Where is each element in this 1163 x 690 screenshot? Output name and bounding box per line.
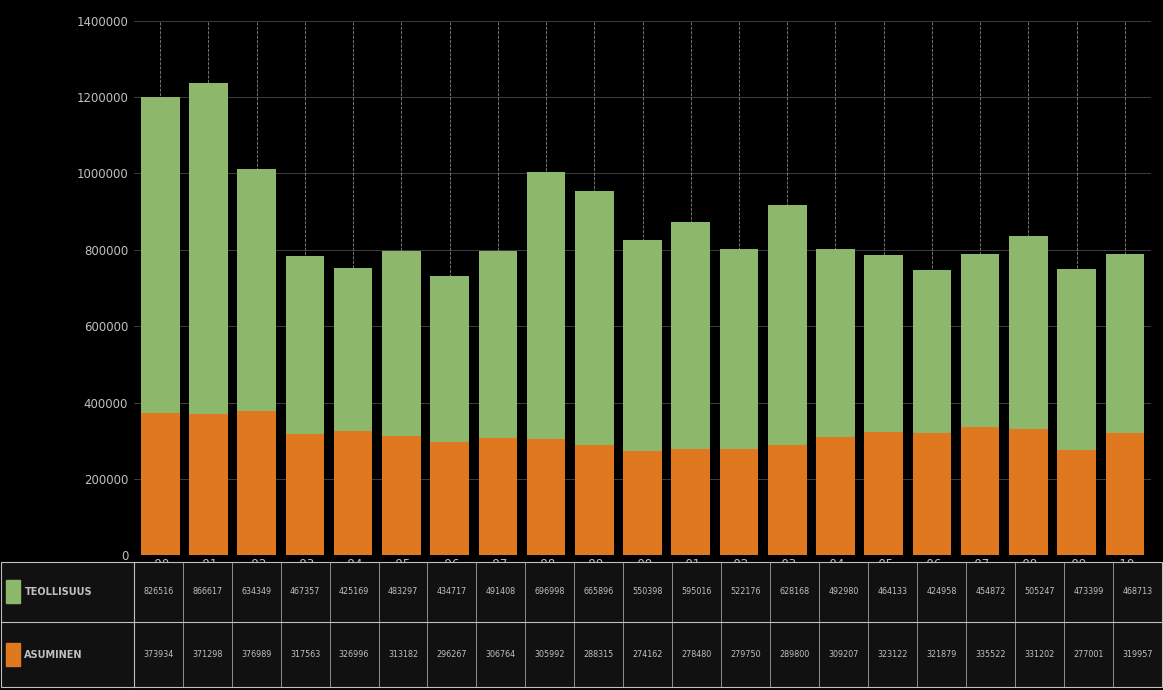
Text: 371298: 371298 — [192, 650, 222, 659]
Bar — [864, 432, 902, 555]
Text: ASUMINEN: ASUMINEN — [24, 649, 83, 660]
Text: 483297: 483297 — [387, 587, 419, 596]
Bar — [961, 427, 999, 555]
Text: 288315: 288315 — [584, 650, 614, 659]
Bar — [1057, 450, 1096, 555]
Text: 665896: 665896 — [584, 587, 614, 596]
Bar — [430, 276, 469, 442]
Text: 309207: 309207 — [828, 650, 858, 659]
Text: 467357: 467357 — [290, 587, 320, 596]
Bar — [1009, 236, 1048, 429]
Text: 279750: 279750 — [730, 650, 761, 659]
Bar — [671, 449, 711, 555]
Bar — [237, 169, 276, 411]
Text: 323122: 323122 — [877, 650, 908, 659]
Bar — [816, 249, 855, 437]
Text: 826516: 826516 — [143, 587, 173, 596]
Bar — [383, 251, 421, 436]
Bar — [527, 439, 565, 555]
Bar — [575, 445, 614, 555]
Text: 424958: 424958 — [927, 587, 957, 596]
Text: 313182: 313182 — [388, 650, 418, 659]
Bar — [575, 191, 614, 445]
Bar — [864, 255, 902, 432]
Bar — [383, 436, 421, 555]
Bar — [1106, 254, 1144, 433]
Text: TEOLLISUUS: TEOLLISUUS — [24, 586, 92, 597]
Bar — [1057, 269, 1096, 450]
Text: 634349: 634349 — [241, 587, 271, 596]
Bar — [623, 241, 662, 451]
Bar — [671, 221, 711, 449]
Text: 274162: 274162 — [633, 650, 663, 659]
Bar — [190, 83, 228, 413]
Text: 425169: 425169 — [338, 587, 369, 596]
Text: 326996: 326996 — [338, 650, 369, 659]
Bar — [720, 448, 758, 555]
Bar — [1009, 429, 1048, 555]
Text: 317563: 317563 — [290, 650, 320, 659]
Bar — [190, 413, 228, 555]
Text: 595016: 595016 — [682, 587, 712, 596]
Bar — [334, 268, 372, 431]
Bar — [720, 249, 758, 448]
Bar — [334, 431, 372, 555]
Text: 866617: 866617 — [192, 587, 222, 596]
Text: 331202: 331202 — [1025, 650, 1055, 659]
Bar — [479, 438, 518, 555]
Text: 277001: 277001 — [1073, 650, 1104, 659]
Bar — [141, 97, 179, 413]
Text: 335522: 335522 — [976, 650, 1006, 659]
Text: 696998: 696998 — [535, 587, 565, 596]
Bar — [768, 205, 806, 445]
Bar — [286, 255, 324, 434]
Bar — [623, 451, 662, 555]
Bar — [141, 413, 179, 555]
Text: 306764: 306764 — [486, 650, 516, 659]
Text: 522176: 522176 — [730, 587, 761, 596]
Bar — [6, 643, 20, 667]
Text: 296267: 296267 — [437, 650, 468, 659]
Text: 454872: 454872 — [976, 587, 1006, 596]
Text: 505247: 505247 — [1025, 587, 1055, 596]
Text: 305992: 305992 — [535, 650, 565, 659]
Text: 628168: 628168 — [779, 587, 809, 596]
Text: 376989: 376989 — [241, 650, 271, 659]
Bar — [286, 434, 324, 555]
Bar — [816, 437, 855, 555]
Bar — [768, 445, 806, 555]
Text: 319957: 319957 — [1122, 650, 1153, 659]
Text: 491408: 491408 — [486, 587, 516, 596]
Bar — [430, 442, 469, 555]
Bar — [237, 411, 276, 555]
Bar — [527, 172, 565, 439]
Bar — [913, 270, 951, 433]
Bar — [961, 253, 999, 427]
Text: 289800: 289800 — [779, 650, 809, 659]
Text: 492980: 492980 — [828, 587, 858, 596]
Text: 321879: 321879 — [927, 650, 957, 659]
Text: 464133: 464133 — [878, 587, 907, 596]
Text: 434717: 434717 — [437, 587, 468, 596]
Text: 550398: 550398 — [633, 587, 663, 596]
Text: 278480: 278480 — [682, 650, 712, 659]
Text: 468713: 468713 — [1122, 587, 1153, 596]
Bar — [913, 433, 951, 555]
Bar — [6, 580, 20, 604]
Bar — [479, 250, 518, 438]
Text: 373934: 373934 — [143, 650, 173, 659]
FancyBboxPatch shape — [1, 562, 1162, 687]
Text: 473399: 473399 — [1073, 587, 1104, 596]
Bar — [1106, 433, 1144, 555]
